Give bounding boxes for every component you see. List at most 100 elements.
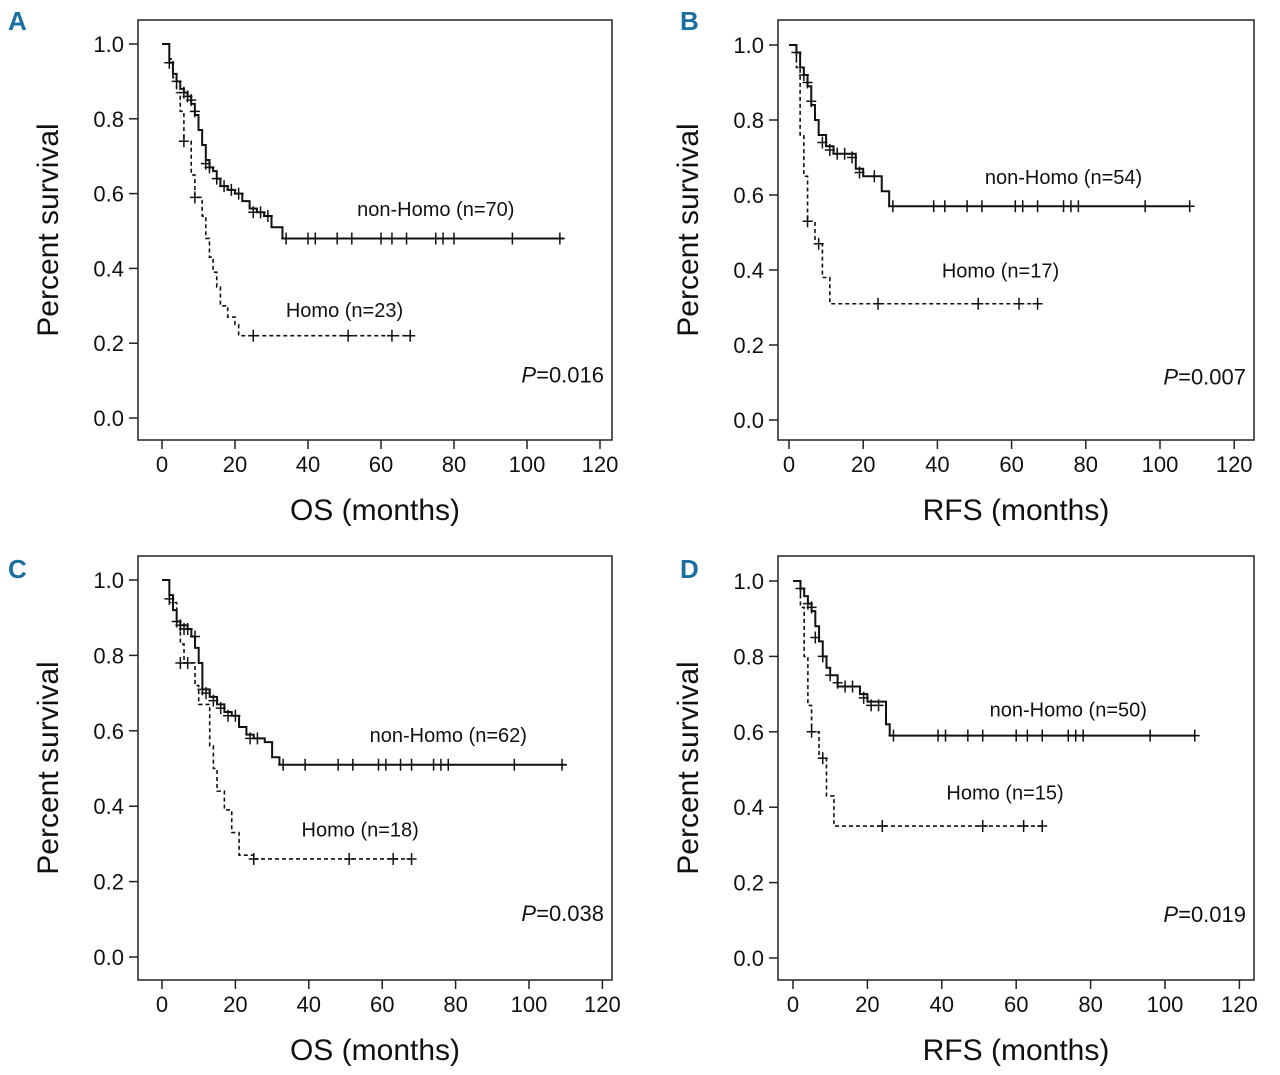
panel-d-nonhomo-censor-mark (1078, 729, 1089, 742)
panel-d-xtick-label: 100 (1147, 992, 1184, 1017)
panel-c-homo-censor-mark (388, 852, 399, 865)
panel-b-nonhomo-censor-mark (802, 76, 813, 89)
panel-a-ytick-label: 0.6 (93, 182, 124, 207)
panel-d-homo-censor-mark (817, 752, 828, 765)
panel-b-nonhomo-censor-mark (1073, 200, 1084, 213)
panel-a-nonhomo-censor-mark (189, 105, 200, 118)
panel-d-xtick-label: 60 (1004, 992, 1028, 1017)
panel-a-p-value: P=0.016 (521, 362, 604, 387)
panel-a-ytick-label: 1.0 (93, 32, 124, 57)
panel-a-nonhomo-censor-mark (401, 232, 412, 245)
panel-a-letter: A (8, 6, 27, 36)
panel-d-homo-censor-mark (1018, 820, 1029, 833)
panel-a-xtick-label: 40 (296, 452, 320, 477)
panel-d-nonhomo-censor-mark (977, 729, 988, 742)
panel-a-nonhomo-censor-mark (386, 232, 397, 245)
panel-d-nonhomo-censor-mark (832, 676, 843, 689)
panel-a-xtick-label: 100 (509, 452, 546, 477)
panel-a-homo-censor-mark (386, 329, 397, 342)
panel-b-nonhomo-censor-mark (839, 147, 850, 160)
panel-d-xtick-label: 120 (1221, 992, 1258, 1017)
panel-a-homo-censor-mark (178, 135, 189, 148)
panel-a-nonhomo-censor-mark (346, 232, 357, 245)
panel-c-nonhomo-censor-mark (215, 702, 226, 715)
panel-c-nonhomo-censor-mark (509, 758, 520, 771)
panel-b-nonhomo-censor-mark (869, 170, 880, 183)
panel-c-homo-censor-mark (248, 852, 259, 865)
panel-c-xlabel: OS (months) (290, 1034, 460, 1067)
panel-b-homo-curve (789, 44, 1038, 305)
panel-b-ytick-label: 0.0 (733, 408, 764, 433)
panel-c-nonhomo-censor-mark (395, 758, 406, 771)
panel-a-ylabel: Percent survival (32, 123, 65, 336)
panel-c-nonhomo-censor-mark (190, 630, 201, 643)
panel-b-xtick-label: 100 (1142, 452, 1179, 477)
panel-b-homo-censor-mark (1032, 297, 1043, 310)
panel-d-nonhomo-censor-mark (847, 680, 858, 693)
panel-c-nonhomo-label: non-Homo (n=62) (370, 725, 527, 747)
panel-a-xtick-label: 60 (369, 452, 393, 477)
panel-b-xtick-label: 60 (999, 452, 1023, 477)
panel-a-plot-frame (137, 19, 613, 441)
panel-a-nonhomo-censor-mark (376, 232, 386, 245)
panel-a-ytick-label: 0.8 (93, 107, 124, 132)
panel-d: D 0.0 0.2 0.4 0.6 0.8 1.0 0 20 40 60 80 100 120 RFS (m… (672, 554, 1258, 1067)
panel-a-homo-censor-mark (343, 329, 354, 342)
panel-c-xtick-label: 0 (156, 992, 168, 1017)
panel-b-nonhomo-censor-mark (962, 200, 973, 213)
panel-a-ytick-label: 0.2 (93, 331, 124, 356)
panel-c-nonhomo-censor-mark (557, 758, 568, 771)
panel-b-nonhomo-censor-mark (928, 200, 939, 213)
panel-a-ytick-label: 0.4 (93, 256, 124, 281)
panel-b-homo-label: Homo (n=17) (942, 261, 1059, 283)
panel-b-nonhomo-censor-mark (1140, 200, 1151, 213)
panel-c-xtick-label: 20 (223, 992, 247, 1017)
panel-b-nonhomo-censor-mark (847, 151, 858, 164)
panel-d-xtick-label: 80 (1078, 992, 1102, 1017)
panel-a-nonhomo-censor-mark (281, 232, 292, 245)
panel-d-homo-censor-mark (806, 725, 817, 738)
panel-c-p-value: P=0.038 (521, 901, 604, 926)
panel-c-nonhomo-censor-mark (278, 758, 289, 771)
panel-c-xtick-label: 40 (297, 992, 321, 1017)
panel-b: B 0.0 0.2 0.4 0.6 0.8 1.0 0 20 40 60 80 100 120 RFS (m… (672, 6, 1255, 527)
panel-c-ytick-label: 0.0 (93, 945, 124, 970)
panel-a-ytick-label: 0.0 (93, 406, 124, 431)
panel-d-p-value: P=0.019 (1163, 902, 1246, 927)
panel-b-nonhomo-censor-mark (1032, 200, 1043, 213)
panel-c-plot-frame (137, 555, 613, 981)
panel-a-xtick-label: 80 (442, 452, 466, 477)
panel-b-xlabel: RFS (months) (923, 494, 1110, 527)
panel-b-homo-censor-mark (1014, 297, 1025, 310)
panel-a: A 0.0 0.2 0.4 0.6 0.8 1.0 0 20 40 60 80 100 120 OS (mo… (8, 6, 618, 527)
panel-d-homo-label: Homo (n=15) (946, 783, 1063, 805)
panel-a-xtick-label: 0 (156, 452, 168, 477)
panel-c-xtick-label: 120 (584, 992, 621, 1017)
panel-a-nonhomo-censor-mark (507, 232, 518, 245)
panel-b-nonhomo-censor-mark (939, 200, 950, 213)
panel-d-nonhomo-censor-mark (1189, 729, 1200, 742)
panel-c-ytick-label: 1.0 (93, 568, 124, 593)
panel-b-ylabel: Percent survival (672, 123, 705, 336)
panel-d-nonhomo-censor-mark (810, 631, 821, 644)
panel-a-xtick-label: 120 (582, 452, 619, 477)
panel-a-homo-censor-mark (189, 191, 200, 204)
panel-d-nonhomo-censor-mark (1011, 729, 1022, 742)
panel-a-nonhomo-censor-mark (186, 94, 197, 107)
panel-b-nonhomo-censor-mark (806, 95, 817, 108)
panel-c-nonhomo-censor-mark (201, 687, 212, 700)
panel-a-nonhomo-censor-mark (204, 161, 215, 174)
panel-c-homo-censor-mark (406, 852, 417, 865)
panel-d-ytick-label: 0.8 (733, 644, 764, 669)
panel-b-nonhomo-censor-mark (976, 200, 987, 213)
panel-a-xtick-label: 20 (223, 452, 247, 477)
panel-c-ytick-label: 0.4 (93, 794, 124, 819)
panel-d-nonhomo-censor-mark (962, 729, 973, 742)
panel-c-nonhomo-censor-mark (252, 732, 263, 745)
panel-b-xtick-label: 0 (783, 452, 795, 477)
panel-c-nonhomo-censor-mark (347, 758, 358, 771)
panel-a-nonhomo-censor-mark (554, 232, 565, 245)
panel-b-ytick-label: 0.4 (733, 258, 764, 283)
panel-a-nonhomo-censor-mark (255, 206, 266, 219)
panel-a-nonhomo-censor-mark (449, 232, 459, 245)
